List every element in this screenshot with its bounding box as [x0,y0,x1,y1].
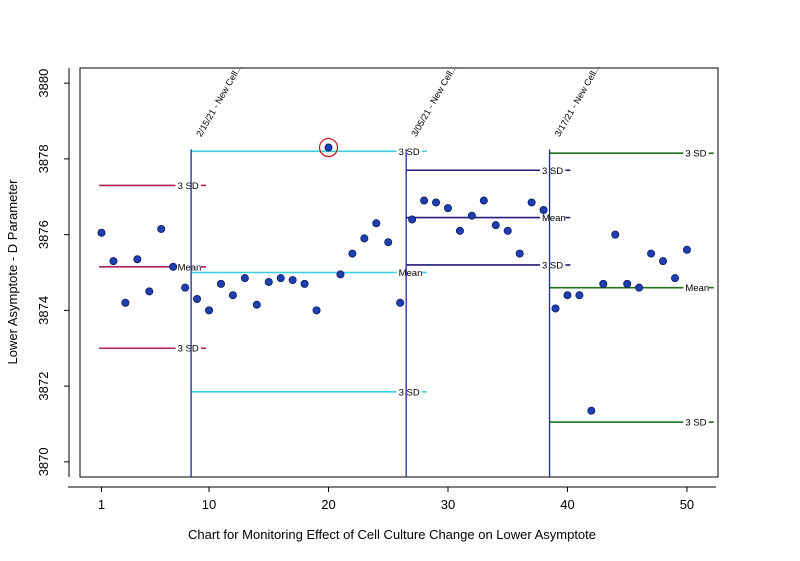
data-point [587,406,596,415]
data-point [551,304,560,313]
data-point [467,211,476,220]
x-tick-label: 10 [202,497,216,512]
data-point [670,274,679,283]
x-tick-label: 50 [680,497,694,512]
data-point [169,262,178,271]
axes [68,68,716,488]
y-tick-label: 3870 [36,447,51,476]
data-point [455,226,464,235]
phase-4-mean-label: Mean [685,283,709,294]
data-point [193,295,202,304]
phase-2-mean-label: Mean [399,268,423,279]
data-point [276,274,285,283]
x-tick-label: 20 [321,497,335,512]
data-point [216,279,225,288]
data-point [181,283,190,292]
phase-3-lower-3sd-label: 3 SD [542,260,563,271]
highlight-ring [318,137,339,158]
data-point [623,279,632,288]
x-axis-title: Chart for Monitoring Effect of Cell Cult… [188,527,596,542]
data-point [264,277,273,286]
data-point [539,206,548,215]
phase-1-upper-3sd-label: 3 SD [178,181,199,192]
data-point [647,249,656,258]
data-point [659,257,668,266]
data-point [348,249,357,258]
y-tick-label: 3878 [36,144,51,173]
data-point [599,279,608,288]
data-point [228,291,237,300]
data-point [491,221,500,230]
data-point [324,143,333,152]
data-point [312,306,321,315]
data-point [157,224,166,233]
data-point [252,300,261,309]
data-point [384,238,393,247]
changepoint-markers: 2/15/21 - New Cell... 3/05/21 - New Cell.… [190,63,602,477]
y-tick-label: 3872 [36,372,51,401]
phase-1-mean-label: Mean [178,262,202,273]
data-point [396,298,405,307]
data-point [109,257,118,266]
data-point [503,226,512,235]
data-point [133,255,142,264]
x-tick-label: 1 [98,497,105,512]
data-point [145,287,154,296]
data-point [205,306,214,315]
changepoint-3-label: 3/17/21 - New Cell... [553,63,602,139]
phase-2-lower-3sd-label: 3 SD [399,387,420,398]
data-point [300,279,309,288]
data-point [420,196,429,205]
y-tick-label: 3880 [36,69,51,98]
axis-ticks: 1 10 20 30 40 50 3870 3872 3874 3876 3878 3880 [36,69,694,512]
data-point [443,204,452,213]
data-point [563,291,572,300]
y-tick-label: 3874 [36,296,51,325]
data-point [515,249,524,258]
phase-4-upper-3sd-label: 3 SD [685,149,706,160]
phase-1-lower-3sd-label: 3 SD [178,344,199,355]
data-point [360,234,369,243]
phase-4-lower-3sd-label: 3 SD [685,418,706,429]
data-point [121,298,130,307]
data-point [635,283,644,292]
phase-2-upper-3sd-label: 3 SD [399,147,420,158]
data-point [336,270,345,279]
phase-3-mean-label: Mean [542,213,566,224]
data-point [288,276,297,285]
data-point [408,215,417,224]
data-point [575,291,584,300]
x-tick-label: 40 [560,497,574,512]
data-point [527,198,536,207]
changepoint-2-label: 3/05/21 - New Cell... [409,63,458,139]
data-points [97,137,691,415]
data-point [432,198,441,207]
y-tick-label: 3876 [36,220,51,249]
data-point [611,230,620,239]
x-tick-label: 30 [441,497,455,512]
reference-lines: 3 SD Mean 3 SD 3 SD Mean 3 SD 3 SD Mean 3 SD 3 SD… [99,147,714,429]
plot-area-frame [79,67,719,478]
data-point [479,196,488,205]
data-point [372,219,381,228]
data-point [97,228,106,237]
data-point [682,245,691,254]
data-point [240,274,249,283]
changepoint-1-label: 2/15/21 - New Cell... [194,63,243,139]
y-axis-title: Lower Asymptote - D Parameter [5,179,20,365]
phase-3-upper-3sd-label: 3 SD [542,166,563,177]
